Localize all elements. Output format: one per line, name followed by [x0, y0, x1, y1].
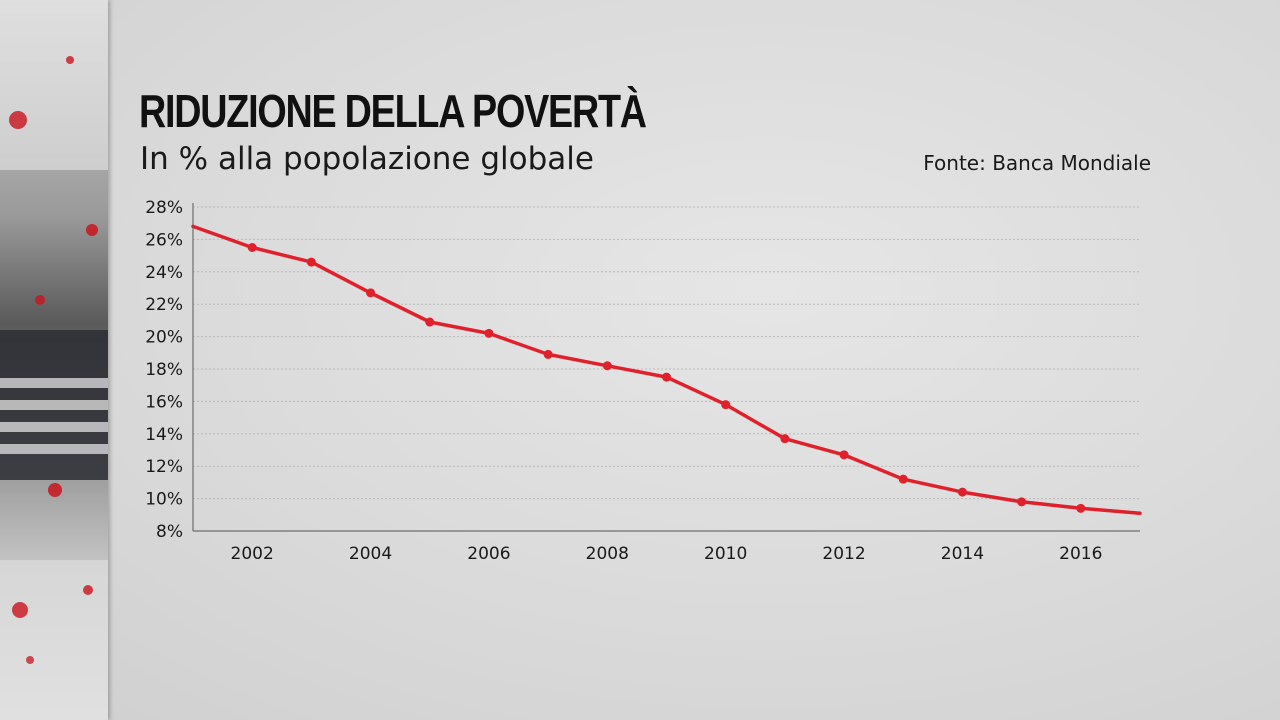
y-tick-label-16: 16%: [145, 392, 183, 412]
x-tick-label-2010: 2010: [704, 544, 747, 564]
y-tick-label-14: 14%: [145, 425, 183, 445]
data-point-2008: [602, 361, 612, 371]
x-tick-label-2014: 2014: [941, 544, 984, 564]
y-tick-label-24: 24%: [145, 263, 183, 283]
y-tick-label-18: 18%: [145, 360, 183, 380]
x-tick-label-2006: 2006: [467, 544, 510, 564]
y-tick-label-20: 20%: [145, 328, 183, 348]
grid-layer: [193, 206, 1140, 500]
y-tick-label-22: 22%: [145, 295, 183, 315]
x-tick-label-2004: 2004: [349, 544, 392, 564]
data-point-2011: [780, 434, 790, 444]
x-tick-label-2002: 2002: [231, 544, 274, 564]
side-photo-strip: [0, 0, 108, 720]
data-point-2006: [484, 328, 494, 338]
x-tick-label-2016: 2016: [1059, 544, 1102, 564]
data-point-2013: [898, 474, 908, 484]
y-tick-label-8: 8%: [156, 522, 183, 542]
chart-source: Fonte: Banca Mondiale: [923, 151, 1151, 175]
data-point-2010: [721, 400, 731, 410]
data-point-2002: [247, 243, 257, 252]
y-tick-label-12: 12%: [145, 457, 183, 477]
series-layer: [191, 224, 1142, 515]
side-strip-texture: [0, 0, 108, 720]
data-point-2009: [662, 372, 671, 382]
axis-layer: [192, 203, 1140, 532]
data-point-2016: [1076, 503, 1086, 513]
x-tick-label-2008: 2008: [586, 544, 629, 564]
series-line-0: [191, 224, 1142, 515]
y-tick-label-28: 28%: [145, 198, 183, 218]
data-point-2004: [366, 288, 376, 298]
data-point-2015: [1017, 497, 1027, 507]
chart-subtitle: In % alla popolazione globale: [140, 141, 594, 177]
y-tick-label-26: 26%: [145, 230, 183, 250]
tick-label-layer: 8% 10% 12% 14% 16% 18% 20% 22% 24% 26% 28% 2002 2004…: [145, 198, 1102, 564]
data-point-2005: [425, 317, 435, 327]
data-point-2007: [543, 349, 553, 359]
chart-title: RIDUZIONE DELLA POVERTÀ: [139, 85, 647, 137]
data-point-2012: [839, 450, 849, 460]
y-tick-label-10: 10%: [145, 490, 183, 510]
data-point-2003: [306, 257, 316, 267]
data-point-2014: [957, 487, 967, 497]
x-tick-label-2012: 2012: [822, 544, 865, 564]
